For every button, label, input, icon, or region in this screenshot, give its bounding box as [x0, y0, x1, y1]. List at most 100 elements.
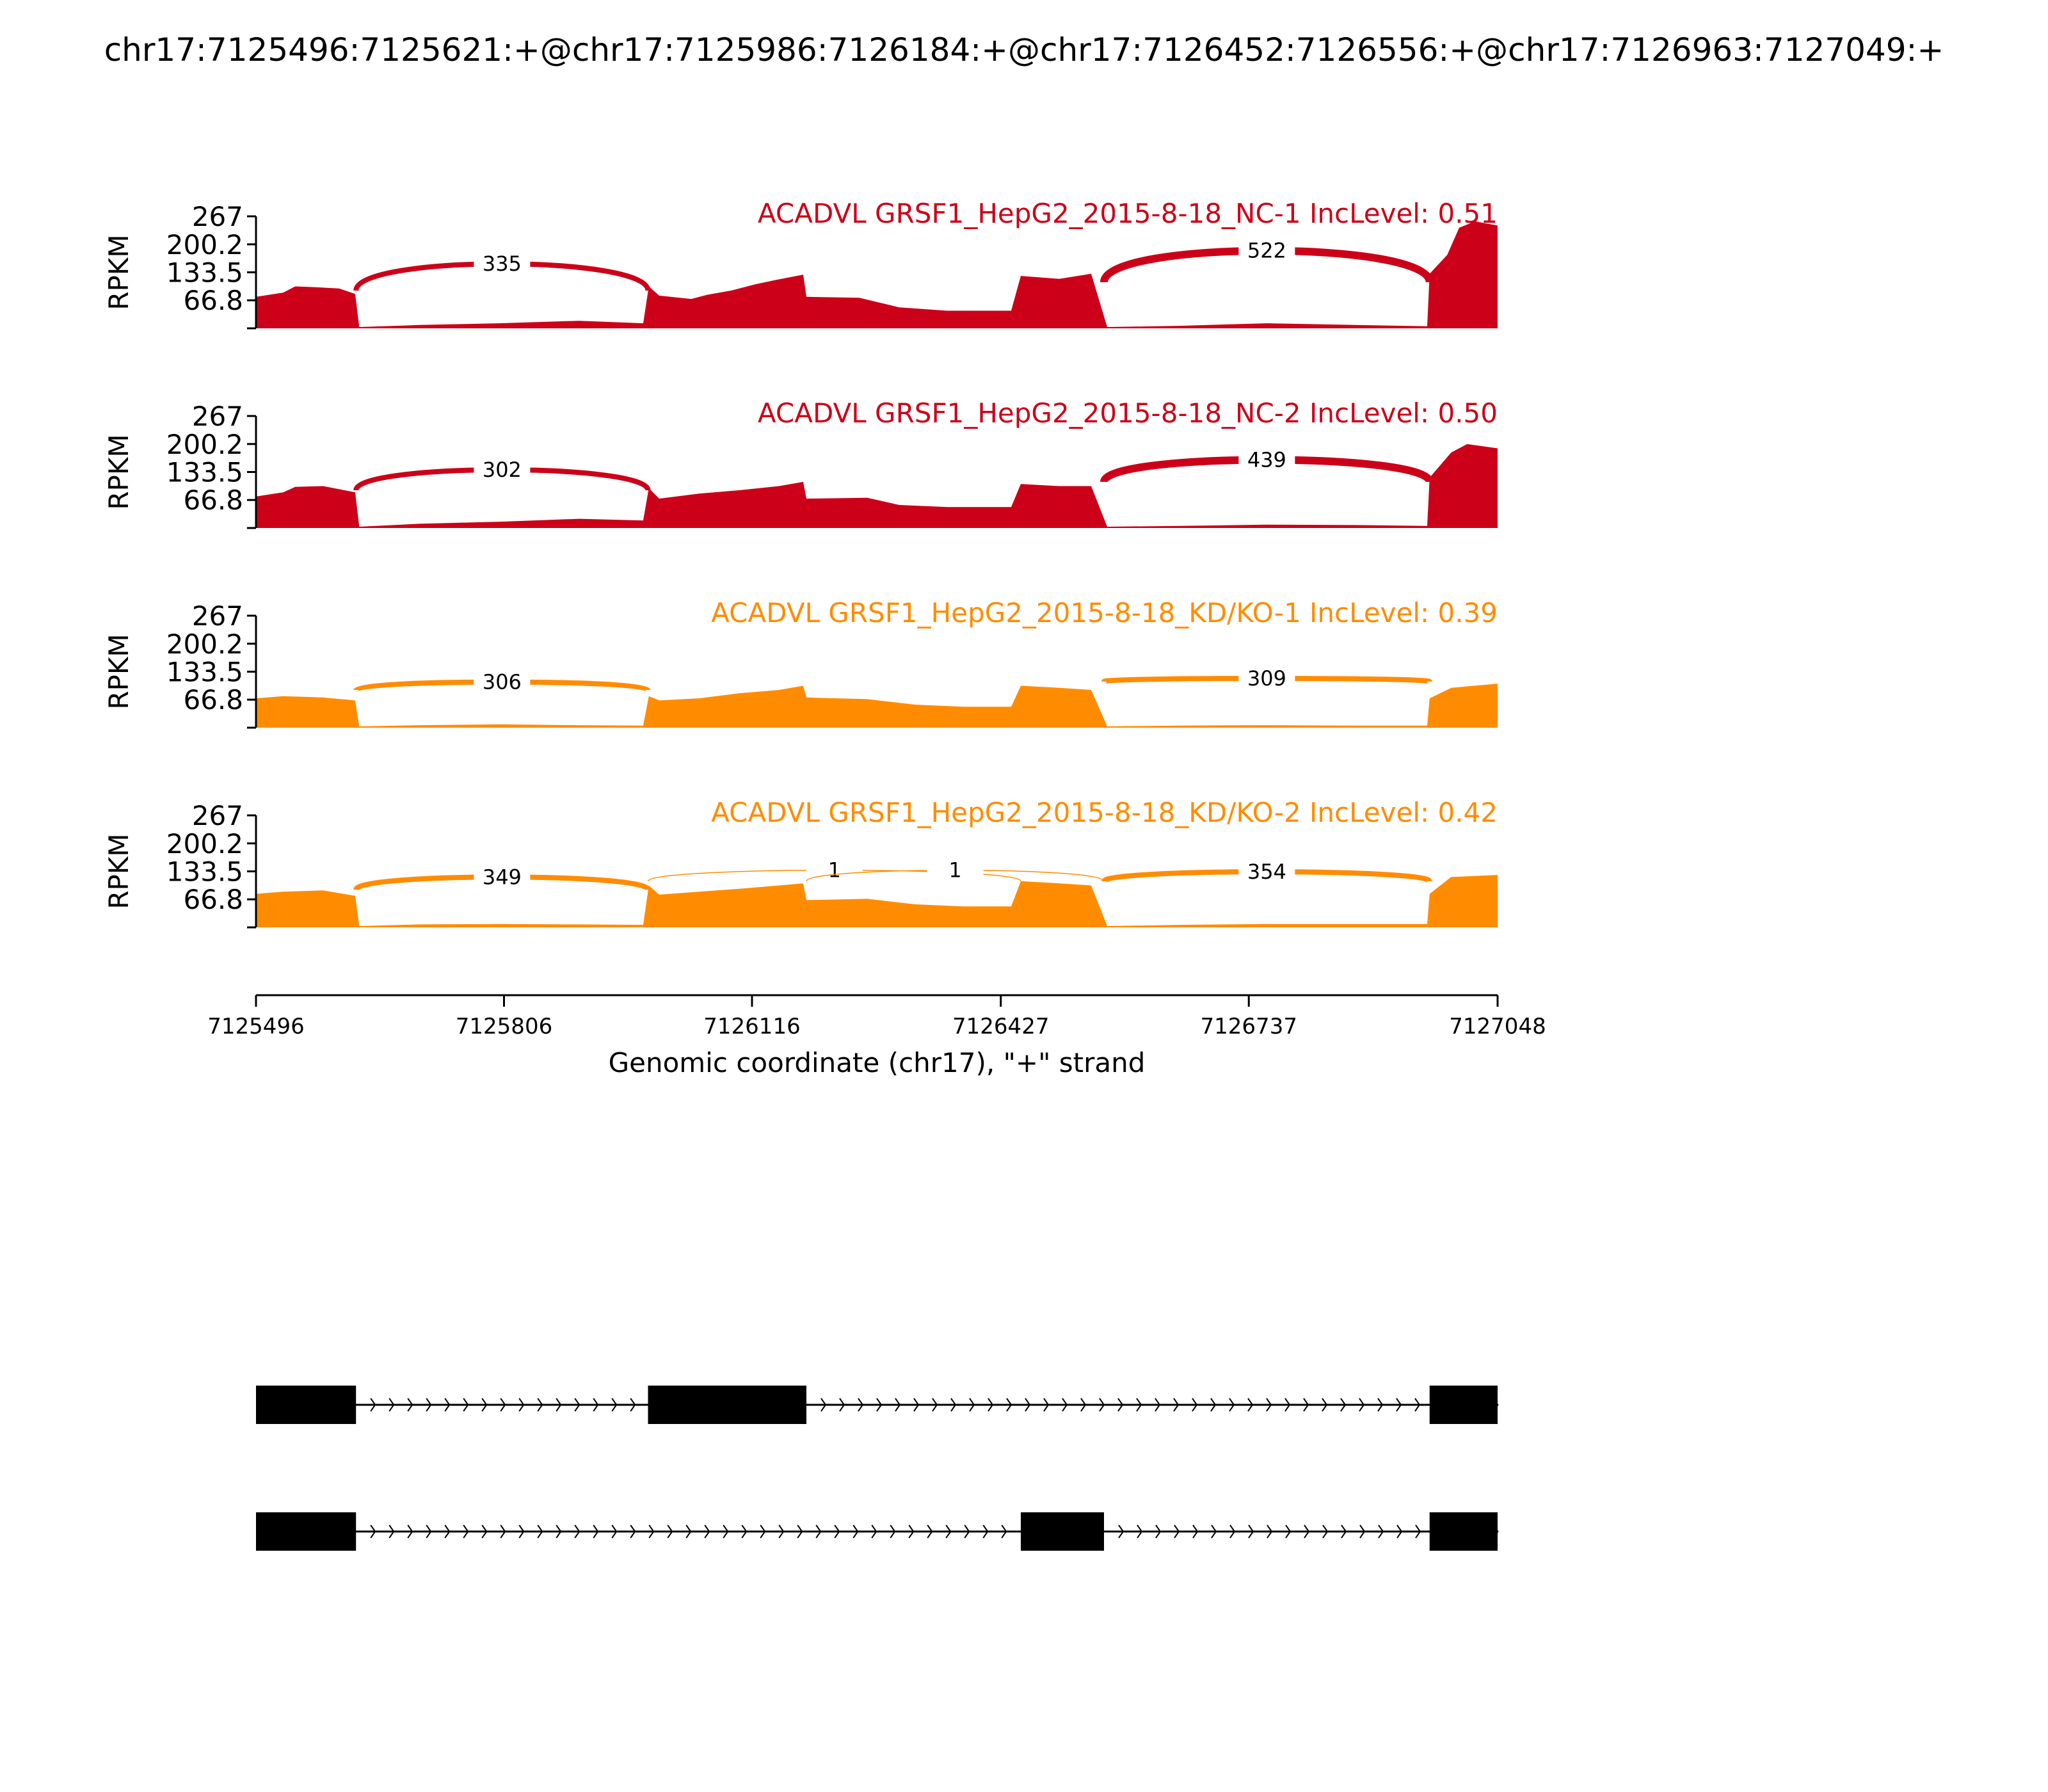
- strand-arrow: [574, 1524, 580, 1539]
- strand-arrow: [982, 1524, 989, 1539]
- strand-arrow: [370, 1398, 376, 1412]
- strand-arrow: [1080, 1398, 1087, 1412]
- strand-arrow: [908, 1524, 915, 1539]
- strand-arrow: [1248, 1524, 1254, 1539]
- x-tick-label: 7127048: [1449, 1014, 1546, 1039]
- y-tick-label: 200.2: [166, 828, 243, 860]
- strand-arrow: [1210, 1398, 1217, 1412]
- strand-arrow: [1378, 1524, 1384, 1539]
- strand-arrow: [871, 1524, 877, 1539]
- strand-arrow: [797, 1524, 803, 1539]
- junction-count: 1: [828, 858, 841, 883]
- junction-count: 335: [483, 252, 522, 276]
- strand-arrow: [913, 1398, 920, 1412]
- y-tick-label: 133.5: [166, 257, 243, 289]
- strand-arrow: [426, 1398, 432, 1412]
- strand-arrow: [778, 1524, 785, 1539]
- strand-arrow: [685, 1524, 692, 1539]
- strand-arrow: [444, 1398, 451, 1412]
- strand-arrow: [1322, 1524, 1329, 1539]
- isoform-models: [256, 1386, 1499, 1551]
- exon-block: [648, 1386, 806, 1424]
- strand-arrow: [1136, 1398, 1142, 1412]
- strand-arrow: [704, 1524, 710, 1539]
- strand-arrow: [876, 1398, 883, 1412]
- strand-arrow: [964, 1524, 970, 1539]
- strand-arrow: [648, 1524, 655, 1539]
- coverage-area: [256, 221, 1498, 328]
- exon-block: [1021, 1512, 1104, 1551]
- strand-arrow: [1192, 1524, 1199, 1539]
- isoform-2: [256, 1512, 1499, 1551]
- strand-arrow: [1229, 1398, 1235, 1412]
- strand-arrow: [388, 1398, 395, 1412]
- y-axis-label: RPKM: [103, 234, 134, 310]
- strand-arrow: [611, 1524, 618, 1539]
- strand-arrow: [407, 1524, 413, 1539]
- strand-arrow: [593, 1524, 599, 1539]
- strand-arrow: [723, 1524, 729, 1539]
- strand-arrow: [1284, 1398, 1291, 1412]
- strand-arrow: [1174, 1524, 1180, 1539]
- strand-arrow: [1229, 1524, 1236, 1539]
- junction-label-bg: [1238, 856, 1295, 885]
- strand-arrow: [839, 1398, 845, 1412]
- strand-arrow: [1414, 1398, 1421, 1412]
- strand-arrow: [895, 1398, 901, 1412]
- strand-arrow: [1359, 1398, 1365, 1412]
- strand-arrow: [1099, 1398, 1105, 1412]
- coverage-area: [256, 684, 1498, 728]
- strand-arrow: [426, 1524, 432, 1539]
- junction-count: 1: [948, 858, 961, 883]
- strand-arrow: [370, 1524, 376, 1539]
- strand-arrow: [1266, 1398, 1272, 1412]
- strand-arrow: [950, 1398, 957, 1412]
- track-label: ACADVL GRSF1_HepG2_2015-8-18_KD/KO-1 Inc…: [711, 597, 1498, 628]
- exon-block: [256, 1386, 356, 1424]
- strand-arrow: [407, 1398, 413, 1412]
- y-axis-label: RPKM: [103, 833, 134, 909]
- coverage-area: [256, 875, 1498, 927]
- junction-label-bg: [927, 854, 984, 883]
- strand-arrow: [463, 1398, 469, 1412]
- strand-arrow: [741, 1524, 748, 1539]
- strand-arrow: [1137, 1524, 1143, 1539]
- strand-arrow: [969, 1398, 975, 1412]
- y-tick-label: 133.5: [166, 457, 243, 488]
- x-axis-label: Genomic coordinate (chr17), "+" strand: [609, 1047, 1146, 1078]
- junction-count: 439: [1247, 447, 1286, 472]
- strand-arrow: [1211, 1524, 1217, 1539]
- strand-arrow: [932, 1398, 938, 1412]
- junction-label-bg: [1238, 662, 1295, 691]
- strand-arrow: [1377, 1398, 1384, 1412]
- coverage-area: [256, 444, 1498, 528]
- junction-label-bg: [474, 454, 531, 483]
- y-tick-label: 133.5: [166, 856, 243, 888]
- strand-arrow: [463, 1524, 469, 1539]
- strand-arrow: [518, 1398, 525, 1412]
- junction-label-bg: [474, 248, 531, 277]
- strand-arrow: [858, 1398, 864, 1412]
- junction-count: 309: [1247, 666, 1286, 691]
- strand-arrow: [1267, 1524, 1273, 1539]
- exon-block: [256, 1512, 356, 1551]
- junction-label-bg: [1238, 444, 1295, 473]
- strand-arrow: [927, 1524, 933, 1539]
- strand-arrow: [1341, 1524, 1347, 1539]
- y-tick-label: 200.2: [166, 429, 243, 460]
- strand-arrow: [593, 1398, 599, 1412]
- strand-arrow: [481, 1398, 488, 1412]
- strand-arrow: [988, 1398, 994, 1412]
- strand-arrow: [500, 1398, 506, 1412]
- junction-count: 302: [483, 458, 522, 482]
- junction-label-bg: [806, 854, 863, 883]
- strand-arrow: [852, 1524, 859, 1539]
- y-tick-label: 66.8: [183, 285, 243, 316]
- strand-arrow: [890, 1524, 896, 1539]
- strand-arrow: [1396, 1524, 1403, 1539]
- track-label: ACADVL GRSF1_HepG2_2015-8-18_NC-2 IncLev…: [758, 397, 1498, 429]
- y-tick-label: 133.5: [166, 657, 243, 688]
- strand-arrow: [1285, 1524, 1292, 1539]
- strand-arrow: [1192, 1398, 1198, 1412]
